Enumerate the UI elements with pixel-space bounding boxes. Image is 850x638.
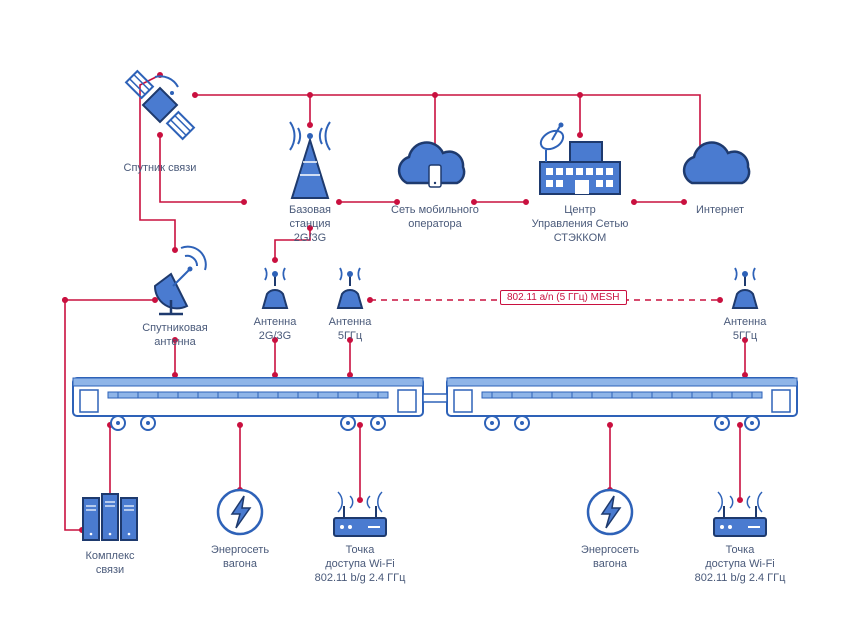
antenna-2g3g-icon (263, 268, 287, 308)
satellite-label: Спутник связи (110, 158, 210, 176)
servers-icon (83, 494, 137, 540)
internet-icon (684, 143, 749, 183)
antenna-5ghz-right-icon (733, 268, 757, 308)
power-right-label: Энергосеть вагона (562, 540, 658, 572)
antenna-2g3g-label: Антенна 2G/3G (236, 312, 314, 344)
wifi-right-label: Точка доступа Wi-Fi 802.11 b/g 2.4 ГГц (676, 540, 804, 585)
mobile-network-icon (399, 143, 464, 187)
satellite-icon (126, 71, 194, 139)
power-left-icon (218, 490, 262, 534)
satellite-antenna-icon (155, 247, 206, 314)
mesh-protocol-badge: 802.11 a/n (5 ГГц) MESH (500, 290, 627, 305)
satellite-antenna-label: Спутниковая антенна (122, 318, 228, 350)
control-center-label: Центр Управления Сетью СТЭККОМ (512, 200, 648, 245)
train-coupler-icon (423, 394, 447, 402)
train-car-left-icon (73, 378, 423, 430)
connection-wire (195, 95, 700, 160)
base-station-label: Базовая станция 2G/3G (262, 200, 358, 245)
antenna-5ghz-left-icon (338, 268, 362, 308)
antenna-5ghz-right-label: Антенна 5ГГц (706, 312, 784, 344)
servers-label: Комплекс связи (60, 546, 160, 578)
train-car-right-icon (447, 378, 797, 430)
base-station-icon (290, 122, 330, 198)
internet-label: Интернет (676, 200, 764, 218)
power-right-icon (588, 490, 632, 534)
power-left-label: Энергосеть вагона (192, 540, 288, 572)
wifi-left-label: Точка доступа Wi-Fi 802.11 b/g 2.4 ГГц (296, 540, 424, 585)
antenna-5ghz-left-label: Антенна 5ГГц (311, 312, 389, 344)
mobile-network-label: Сеть мобильного оператора (377, 200, 493, 232)
